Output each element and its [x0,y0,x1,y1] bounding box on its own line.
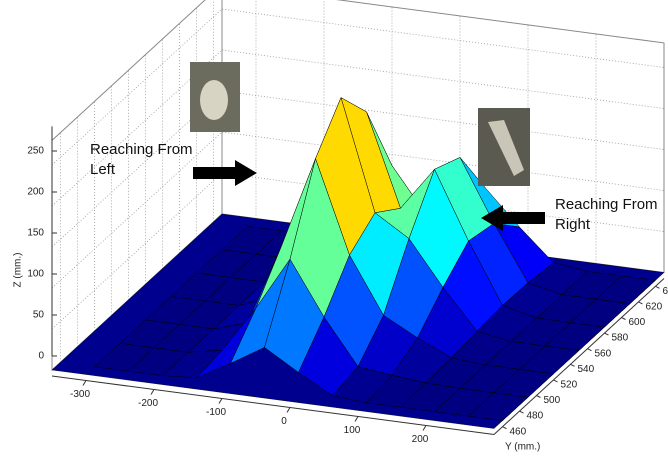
z-tick-label: 150 [27,228,44,239]
y-tick [536,395,541,398]
surface [93,96,657,421]
y-tick [638,301,643,305]
annotation: Reaching From [555,196,658,213]
arrow-right [193,160,257,186]
z-tick-label: 200 [27,187,44,198]
x-tick [286,407,291,413]
x-tick [218,398,223,404]
y-axis [493,278,665,435]
y-tick-label: 540 [578,364,595,375]
y-tick-label: 580 [612,333,629,344]
annotation: Left [90,161,116,178]
y-tick-label: 500 [544,395,561,406]
z-axis-label: Z (mm.) [13,253,24,288]
y-tick [502,426,507,430]
y-tick-label: 480 [527,411,544,422]
y-tick [553,379,558,383]
y-tick-label: 460 [510,426,527,437]
x-tick [150,389,155,395]
x-tick-label: -200 [138,398,158,409]
z-tick-label: 50 [33,310,45,321]
y-tick [604,332,609,336]
y-tick [621,317,626,320]
z-tick-label: 250 [27,146,44,157]
y-tick-label: 600 [629,317,646,328]
x-tick [422,425,427,431]
arrow-left [481,205,545,231]
y-tick [587,348,592,352]
y-tick-label: 640 [663,286,668,297]
tick-labels: -300-200-1000100200460480500520540560580… [27,146,668,446]
y-tick-label: 560 [595,348,612,359]
x-tick [82,380,87,386]
annotation: Right [555,216,591,233]
z-tick-label: 100 [27,269,44,280]
y-tick [519,410,524,414]
photo-left-detail [200,80,228,120]
y-axis-label: Y (mm.) [505,442,540,453]
x-tick-label: 0 [281,416,287,427]
x-tick [354,416,359,422]
annotation: Reaching From [90,141,193,158]
x-tick-label: 200 [412,434,429,445]
y-tick [570,363,575,367]
x-tick-label: -300 [70,389,90,400]
surface-patch [467,392,529,421]
z-tick-label: 0 [38,351,44,362]
y-tick-label: 620 [646,302,663,313]
y-tick-label: 520 [561,380,578,391]
photo-right-detail [488,120,524,176]
x-tick-label: 100 [344,425,361,436]
x-tick-label: -100 [206,407,226,418]
y-tick [655,285,660,289]
x-axis [51,375,495,435]
